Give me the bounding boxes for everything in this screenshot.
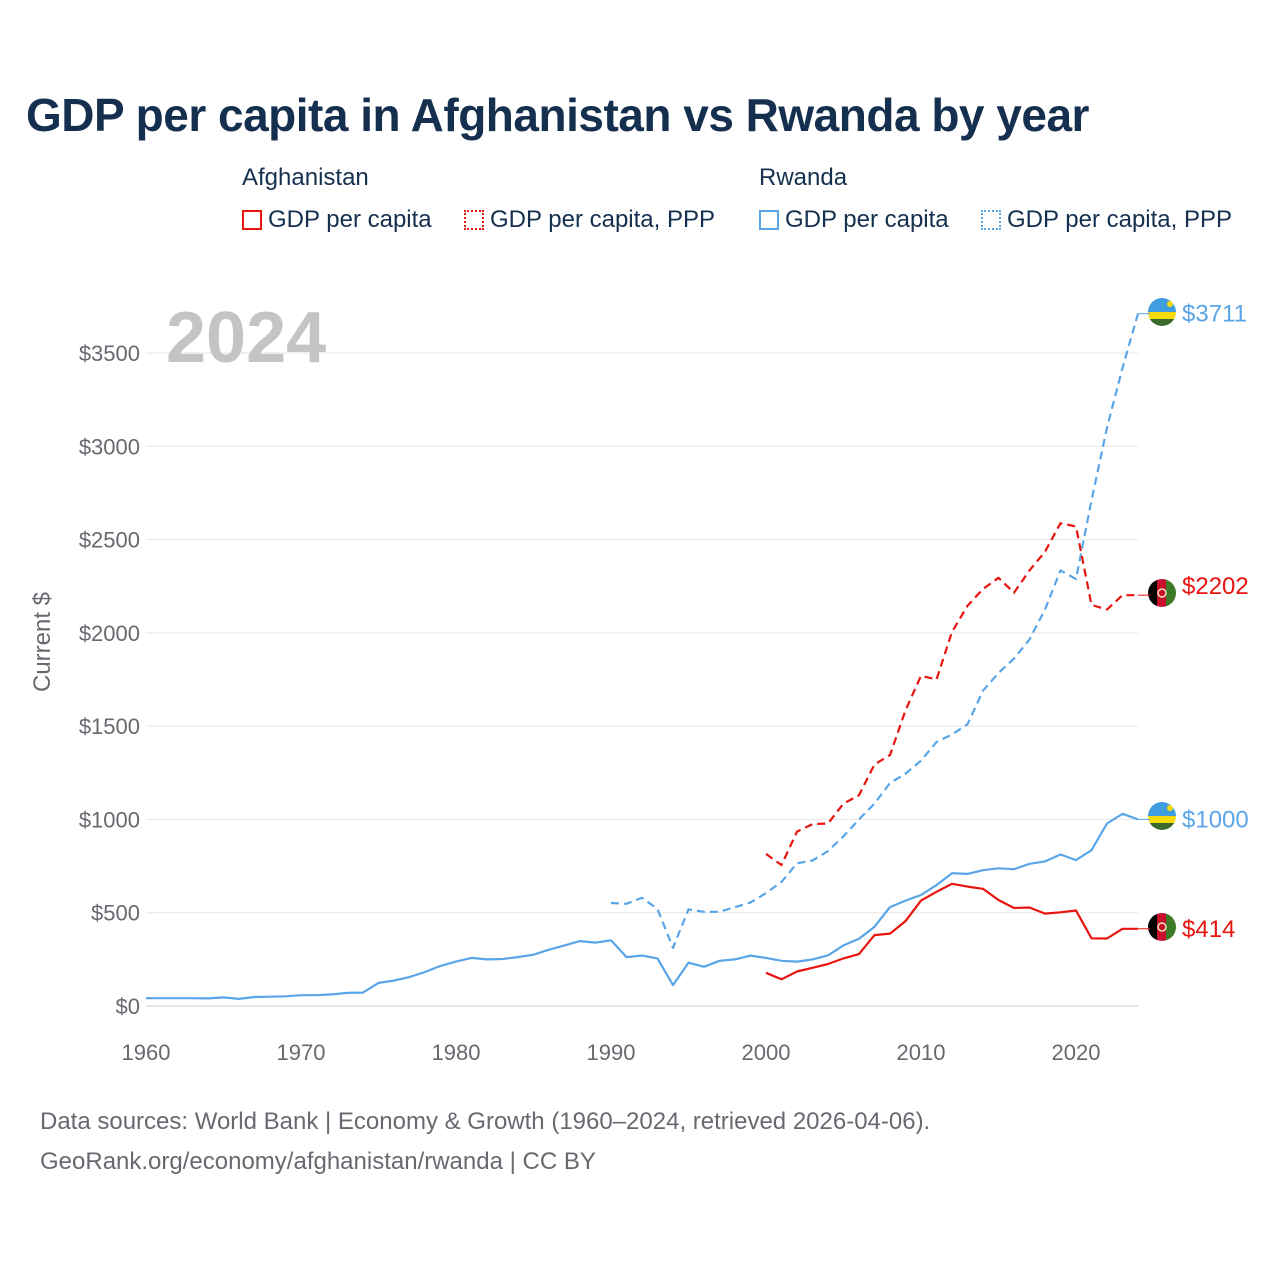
x-tick-label: 2020 — [1052, 1040, 1101, 1065]
legend-rwanda-gdp[interactable]: GDP per capita — [759, 206, 949, 234]
y-axis-label: Current $ — [29, 592, 56, 692]
y-tick-label: $2500 — [79, 528, 140, 553]
footer-sources: Data sources: World Bank | Economy & Gro… — [40, 1108, 931, 1135]
x-tick-label: 2010 — [897, 1040, 946, 1065]
legend-rwanda-ppp[interactable]: GDP per capita, PPP — [981, 206, 1232, 234]
x-tick-label: 1990 — [587, 1040, 636, 1065]
afghanistan-flag-icon — [1148, 913, 1176, 941]
legend-swatch-solid — [242, 210, 262, 230]
legend-label: GDP per capita — [268, 206, 432, 233]
legend-group-afghanistan: Afghanistan — [242, 164, 369, 191]
series-line-rwanda-gdp[interactable] — [146, 812, 1139, 1000]
end-value-label: $2202 — [1182, 573, 1249, 600]
afghanistan-flag-icon — [1148, 579, 1176, 607]
legend-label: GDP per capita — [785, 206, 949, 233]
rwanda-flag-icon — [1148, 298, 1176, 326]
x-tick-label: 2000 — [742, 1040, 791, 1065]
legend-afghanistan-ppp[interactable]: GDP per capita, PPP — [464, 206, 715, 234]
legend-label: GDP per capita, PPP — [1007, 206, 1232, 233]
legend-group-rwanda: Rwanda — [759, 164, 848, 191]
series-line-afghanistan-ppp[interactable] — [765, 522, 1138, 867]
x-tick-label: 1960 — [122, 1040, 171, 1065]
year-watermark: 2024 — [166, 298, 326, 378]
series-line-rwanda-ppp[interactable] — [610, 313, 1140, 949]
x-tick-label: 1980 — [432, 1040, 481, 1065]
y-tick-label: $1000 — [79, 807, 140, 832]
legend-swatch-solid — [759, 210, 779, 230]
footer-credit[interactable]: GeoRank.org/economy/afghanistan/rwanda |… — [40, 1148, 596, 1175]
rwanda-flag-icon — [1148, 802, 1176, 830]
legend-label: GDP per capita, PPP — [490, 206, 715, 233]
chart-title: GDP per capita in Afghanistan vs Rwanda … — [26, 89, 1089, 141]
y-tick-label: $0 — [116, 994, 140, 1019]
y-tick-label: $500 — [91, 901, 140, 926]
end-value-label: $414 — [1182, 916, 1235, 943]
legend-afghanistan-gdp[interactable]: GDP per capita — [242, 206, 432, 234]
legend-swatch-dotted — [464, 210, 484, 230]
x-tick-label: 1970 — [277, 1040, 326, 1065]
legend-swatch-dotted — [981, 210, 1001, 230]
end-value-label: $3711 — [1182, 301, 1247, 328]
end-value-label: $1000 — [1182, 806, 1249, 833]
y-tick-label: $3500 — [79, 341, 140, 366]
y-tick-label: $1500 — [79, 714, 140, 739]
y-tick-label: $2000 — [79, 621, 140, 646]
series-line-afghanistan-gdp[interactable] — [765, 882, 1138, 981]
y-tick-label: $3000 — [79, 434, 140, 459]
